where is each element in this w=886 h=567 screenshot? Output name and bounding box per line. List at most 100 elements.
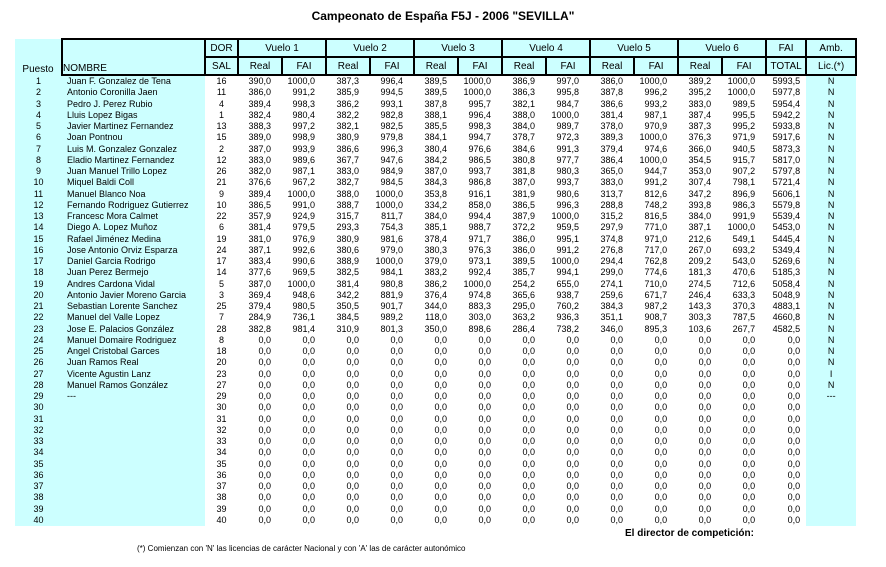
cell-real-vuelo-3: 384,3 [424, 177, 448, 188]
cell-fai-vuelo-3: 0,0 [478, 503, 492, 514]
cell-fai-vuelo-6: 267,7 [732, 323, 756, 334]
cell-fai-vuelo-1: 0,0 [302, 514, 316, 525]
cell-licencia: N [806, 278, 857, 290]
cell-licencia: N [806, 334, 857, 346]
table-row: 16 Jose Antonio Orviz Esparza 24 387,1 992,6… [15, 244, 857, 256]
cell-fai-vuelo-5: 710,0 [644, 278, 668, 289]
cell-real-vuelo-2: 0,0 [346, 413, 360, 424]
cell-fai-vuelo-4: 0,0 [566, 492, 580, 503]
table-row: 30 30 0,0 0,0 0,0 0,0 0,0 0,0 0,0 0,0 0,0 0,0 0,0 0,0… [15, 402, 857, 414]
cell-nombre: Lluis Lopez Bigas [62, 109, 205, 121]
cell-fai-vuelo-1: 924,9 [292, 211, 316, 221]
cell-fai-vuelo-1: 976,9 [292, 233, 316, 244]
cell-fai-total: 0,0 [787, 514, 801, 525]
cell-real-vuelo-2: 0,0 [346, 368, 360, 379]
cell-real-vuelo-1: 0,0 [258, 514, 271, 525]
cell-real-vuelo-1: 0,0 [258, 481, 271, 491]
table-row: 24 Manuel Domaire Rodriguez 8 0,0 0,0 0,0 0,0 0… [15, 334, 857, 346]
table-row: 27 Vicente Agustin Lanz 23 0,0 0,0 0,0 0,0 0,0 0… [15, 368, 857, 380]
cell-dorsal: 9 [218, 188, 224, 199]
cell-real-vuelo-2: 0,0 [346, 436, 360, 446]
cell-fai-vuelo-4: 760,2 [556, 301, 580, 311]
cell-nombre [62, 469, 205, 481]
cell-dorsal: 35 [216, 458, 227, 469]
cell-real-vuelo-1: 377,6 [248, 267, 271, 278]
cell-dorsal: 30 [216, 402, 227, 413]
cell-real-vuelo-2: 0,0 [346, 334, 360, 345]
cell-real-vuelo-5: 274,1 [600, 278, 624, 289]
cell-fai-vuelo-1: 997,2 [292, 121, 316, 131]
cell-fai-vuelo-5: 0,0 [654, 514, 668, 525]
cell-fai-total: 5977,8 [772, 87, 801, 98]
table-row: 22 Manuel del Valle Lopez 7 284,9 736,1 384,5… [15, 312, 857, 324]
cell-fai-vuelo-3: 303,0 [468, 312, 492, 323]
cell-fai-vuelo-6: 971,9 [732, 132, 756, 143]
cell-dorsal: 26 [216, 166, 227, 176]
cell-licencia: N [806, 121, 857, 133]
cell-fai-vuelo-4: 0,0 [566, 503, 580, 514]
col-header-fai-6: FAI [721, 56, 768, 76]
cell-fai-vuelo-3: 0,0 [478, 492, 492, 503]
cell-fai-vuelo-4: 0,0 [566, 368, 580, 379]
cell-fai-vuelo-6: 1000,0 [727, 76, 756, 86]
cell-real-vuelo-3: 0,0 [434, 391, 448, 401]
cell-real-vuelo-1: 389,4 [248, 98, 271, 109]
cell-fai-vuelo-3: 976,6 [468, 143, 492, 154]
cell-real-vuelo-3: 0,0 [434, 481, 448, 491]
cell-real-vuelo-1: 357,9 [248, 211, 271, 221]
cell-real-vuelo-4: 378,7 [512, 132, 536, 143]
cell-real-vuelo-3: 385,1 [424, 222, 448, 233]
cell-real-vuelo-6: 0,0 [698, 503, 712, 514]
cell-nombre: Francesc Mora Calmet [62, 211, 205, 223]
col-header-nombre: NOMBRE [61, 38, 206, 76]
table-row: 21 Sebastian Lorente Sanchez 25 379,4 980,5 3… [15, 301, 857, 313]
cell-fai-vuelo-3: 0,0 [478, 436, 492, 446]
cell-fai-vuelo-5: 944,7 [644, 166, 668, 176]
cell-fai-total: 0,0 [787, 469, 801, 480]
cell-puesto: 38 [15, 492, 62, 504]
table-row: 25 Angel Cristobal Garces 18 0,0 0,0 0,0 0,0 0,… [15, 346, 857, 358]
col-header-vuelo-5: Vuelo 5 [589, 38, 680, 58]
cell-nombre: Diego A. Lopez Muñoz [62, 222, 205, 234]
cell-real-vuelo-1: 0,0 [258, 492, 271, 503]
cell-real-vuelo-2: 310,9 [336, 323, 360, 334]
cell-fai-vuelo-5: 993,2 [644, 98, 668, 109]
cell-fai-vuelo-6: 995,2 [732, 121, 756, 131]
cell-real-vuelo-4: 387,9 [512, 211, 536, 221]
cell-real-vuelo-5: 386,4 [600, 154, 624, 165]
cell-nombre: Juan Ramos Real [62, 357, 205, 369]
cell-fai-vuelo-2: 947,6 [380, 154, 404, 165]
cell-fai-vuelo-5: 671,7 [644, 289, 668, 300]
cell-real-vuelo-5: 0,0 [610, 424, 624, 435]
cell-real-vuelo-4: 386,5 [512, 199, 536, 210]
cell-fai-vuelo-6: 712,6 [732, 278, 756, 289]
cell-fai-vuelo-1: 993,9 [292, 143, 316, 154]
cell-fai-vuelo-3: 994,4 [468, 211, 492, 221]
cell-nombre: Javier Martinez Fernandez [62, 121, 205, 133]
cell-fai-vuelo-5: 1000,0 [639, 154, 668, 165]
cell-licencia [806, 492, 857, 504]
cell-real-vuelo-2: 0,0 [346, 481, 360, 491]
cell-real-vuelo-1: 382,4 [248, 109, 271, 120]
cell-fai-vuelo-4: 991,2 [556, 244, 580, 255]
cell-real-vuelo-6: 393,8 [688, 199, 712, 210]
cell-puesto: 25 [15, 346, 62, 358]
col-header-vuelo-2: Vuelo 2 [325, 38, 416, 58]
cell-fai-vuelo-3: 0,0 [478, 514, 492, 525]
table-row: 17 Daniel Garcia Rodrigo 17 383,4 990,6 388,9… [15, 256, 857, 268]
cell-fai-vuelo-3: 0,0 [478, 424, 492, 435]
cell-real-vuelo-4: 295,0 [512, 301, 536, 311]
cell-real-vuelo-4: 386,0 [512, 233, 536, 244]
cell-real-vuelo-4: 0,0 [522, 413, 536, 424]
col-header-vuelo-6: Vuelo 6 [677, 38, 768, 58]
cell-real-vuelo-5: 386,0 [600, 76, 624, 86]
cell-real-vuelo-2: 380,9 [336, 132, 360, 143]
cell-real-vuelo-4: 384,6 [512, 143, 536, 154]
cell-fai-total: 0,0 [787, 402, 801, 413]
results-table: Puesto NOMBRE DOR Vuelo 1 Vuelo 2 Vuelo … [15, 38, 858, 526]
cell-real-vuelo-6: 0,0 [698, 402, 712, 413]
cell-real-vuelo-4: 0,0 [522, 514, 536, 525]
cell-fai-vuelo-2: 0,0 [390, 424, 404, 435]
cell-real-vuelo-1: 0,0 [258, 402, 271, 413]
table-row: 10 Miquel Baldi Coll 21 376,6 967,2 382,7 984,… [15, 177, 857, 189]
